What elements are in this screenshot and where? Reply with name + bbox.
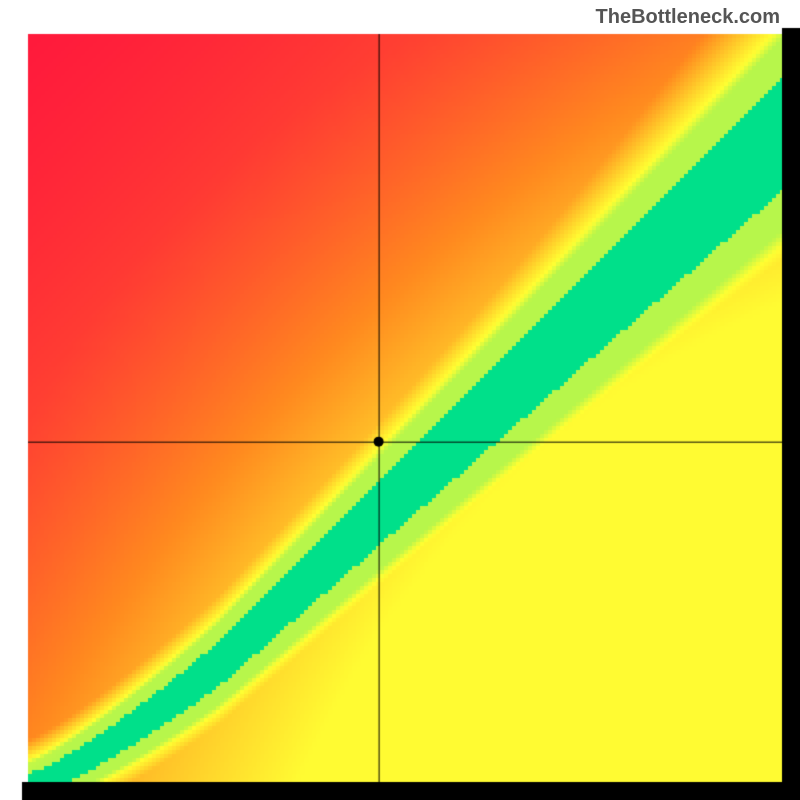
watermark-label: TheBottleneck.com: [596, 6, 780, 29]
heatmap-canvas: [0, 0, 800, 800]
chart-container: TheBottleneck.com: [0, 0, 800, 800]
